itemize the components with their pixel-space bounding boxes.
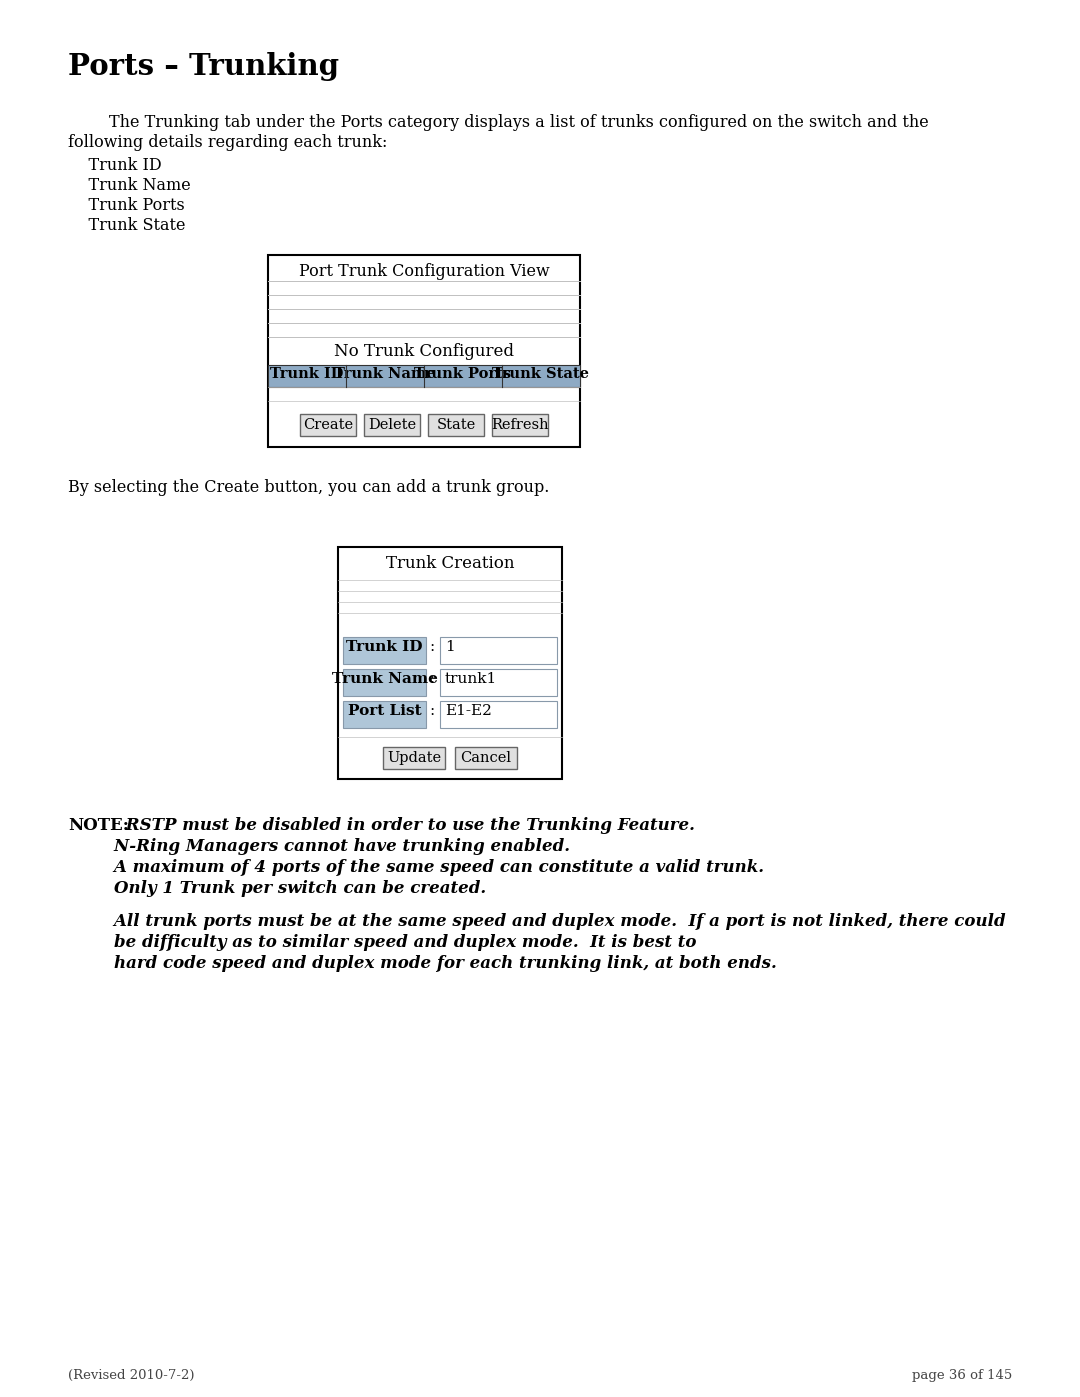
Text: The Trunking tab under the Ports category displays a list of trunks configured o: The Trunking tab under the Ports categor… [68,115,929,131]
Text: No Trunk Configured: No Trunk Configured [334,344,514,360]
Text: Refresh: Refresh [491,418,549,432]
Text: :: : [429,704,434,718]
Text: Trunk State: Trunk State [68,217,186,235]
Text: 1: 1 [445,640,455,654]
Text: Delete: Delete [368,418,416,432]
Text: Trunk Ports: Trunk Ports [415,367,512,381]
Bar [268,365,580,387]
Text: Trunk Name: Trunk Name [332,672,437,686]
Text: Port List: Port List [348,704,421,718]
Text: Ports – Trunking: Ports – Trunking [68,52,339,81]
Text: By selecting the Create button, you can add a trunk group.: By selecting the Create button, you can … [68,479,550,496]
Text: N-Ring Managers cannot have trunking enabled.: N-Ring Managers cannot have trunking ena… [68,838,570,855]
Text: All trunk ports must be at the same speed and duplex mode.  If a port is not lin: All trunk ports must be at the same spee… [68,914,1005,930]
Text: NOTE:: NOTE: [68,817,129,834]
Bar [492,414,548,436]
Bar [455,747,517,768]
Bar [440,701,557,728]
Text: :: : [429,672,434,686]
Bar [343,637,426,664]
Text: Trunk Ports: Trunk Ports [68,197,185,214]
Bar [440,669,557,696]
Bar [338,548,562,780]
Bar [428,414,484,436]
Text: Trunk ID: Trunk ID [68,156,162,175]
Text: Trunk Name: Trunk Name [68,177,191,194]
Text: trunk1: trunk1 [445,672,497,686]
Bar [364,414,420,436]
Bar [343,669,426,696]
Text: A maximum of 4 ports of the same speed can constitute a valid trunk.: A maximum of 4 ports of the same speed c… [68,859,764,876]
Text: following details regarding each trunk:: following details regarding each trunk: [68,134,388,151]
Bar [440,637,557,664]
Text: E1-E2: E1-E2 [445,704,491,718]
Text: RSTP must be disabled in order to use the Trunking Feature.: RSTP must be disabled in order to use th… [120,817,694,834]
Text: Create: Create [302,418,353,432]
Text: Update: Update [387,752,441,766]
Text: Only 1 Trunk per switch can be created.: Only 1 Trunk per switch can be created. [68,880,486,897]
Text: Trunk State: Trunk State [492,367,590,381]
Text: Cancel: Cancel [460,752,512,766]
Text: State: State [436,418,475,432]
Text: hard code speed and duplex mode for each trunking link, at both ends.: hard code speed and duplex mode for each… [68,956,777,972]
Text: Trunk ID: Trunk ID [270,367,343,381]
Text: Port Trunk Configuration View: Port Trunk Configuration View [299,263,550,279]
Text: Trunk Name: Trunk Name [334,367,436,381]
Text: :: : [429,640,434,654]
Bar [300,414,356,436]
Text: Trunk ID: Trunk ID [347,640,422,654]
Text: be difficulty as to similar speed and duplex mode.  It is best to: be difficulty as to similar speed and du… [68,935,697,951]
Bar [383,747,445,768]
Text: page 36 of 145: page 36 of 145 [912,1369,1012,1382]
Bar [268,256,580,447]
Text: Trunk Creation: Trunk Creation [386,555,514,571]
Text: (Revised 2010-7-2): (Revised 2010-7-2) [68,1369,194,1382]
Bar [343,701,426,728]
